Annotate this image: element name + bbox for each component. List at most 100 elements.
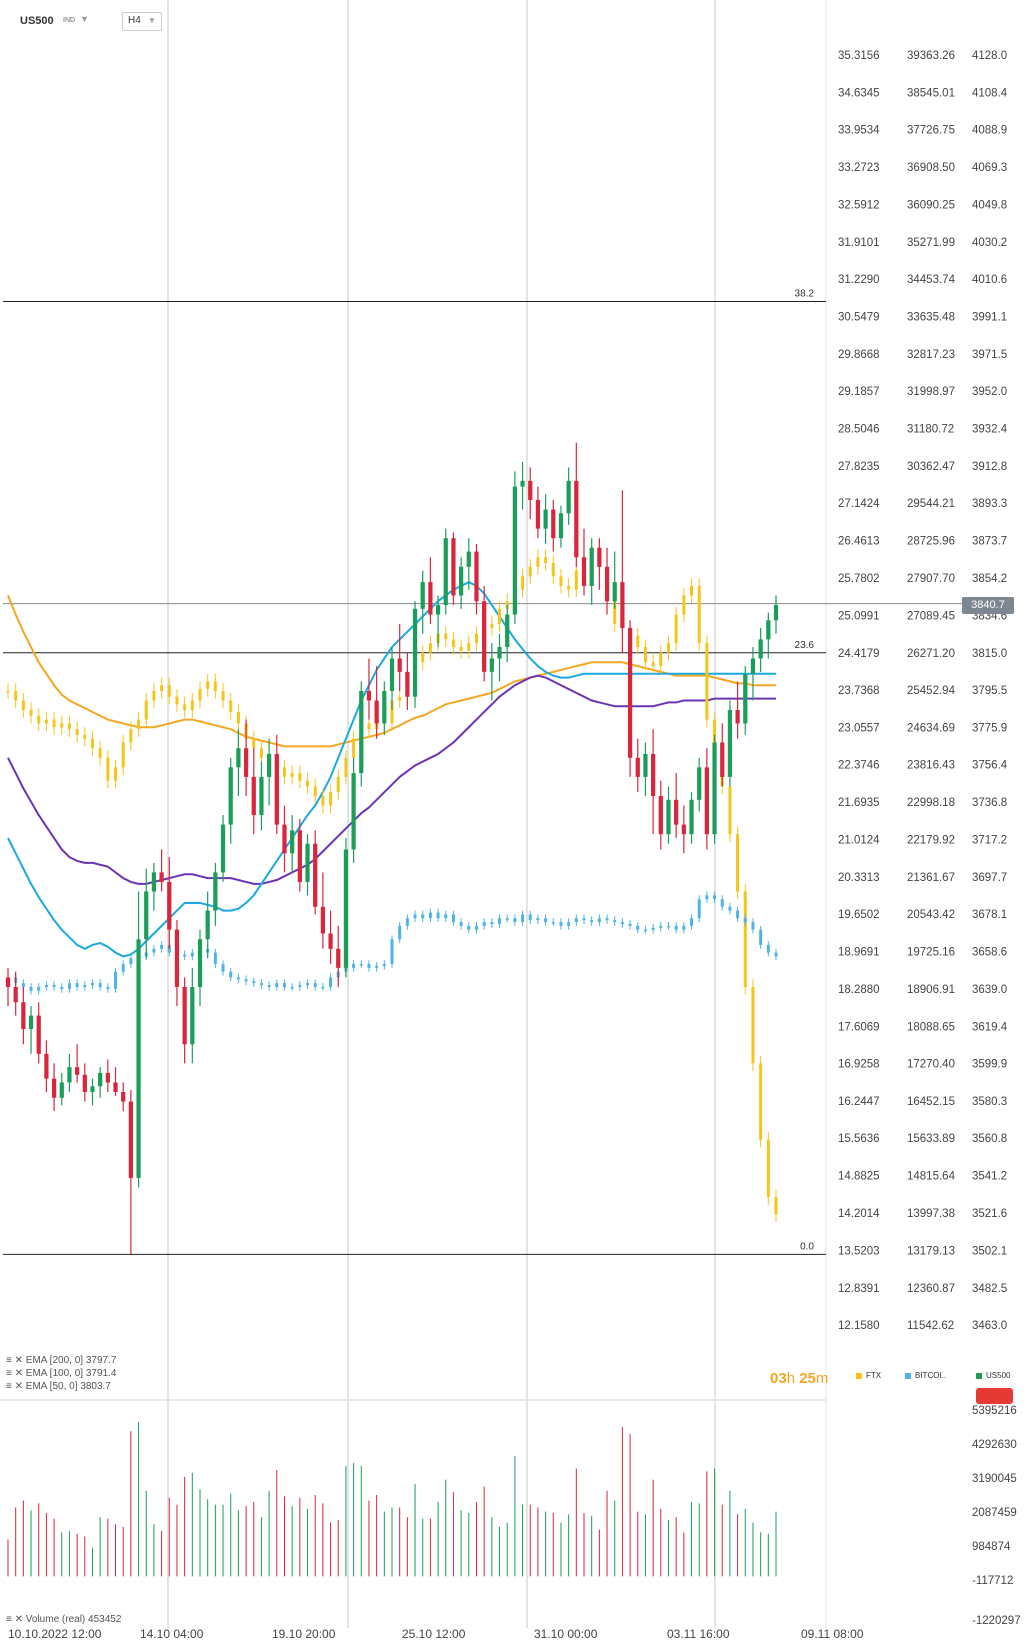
- us500-candle: [727, 710, 733, 777]
- close-series-button[interactable]: [976, 1388, 1013, 1404]
- us500-tick: 3873.7: [972, 536, 1007, 548]
- bitcoin-bar: [160, 944, 164, 949]
- ftx-tick: 31.2290: [838, 274, 880, 286]
- us500-candle: [144, 891, 149, 940]
- bitcoin-bar: [75, 983, 79, 987]
- us500-candle: [535, 499, 541, 529]
- bitcoin-tick: 20543.42: [907, 909, 955, 921]
- chevron-down-icon: ▼: [148, 16, 156, 25]
- bitcoin-bar: [451, 914, 455, 923]
- ftx-bar: [574, 570, 578, 590]
- us500-tick: 3952.0: [972, 386, 1007, 398]
- ftx-bar: [367, 723, 371, 730]
- us500-candle: [5, 977, 11, 987]
- us500-candle: [343, 849, 349, 968]
- us500-candle: [220, 824, 226, 873]
- us500-candle: [443, 538, 448, 606]
- ftx-bar: [37, 715, 41, 724]
- symbol-dropdown-icon[interactable]: ▼: [80, 14, 89, 24]
- us500-candle: [36, 1015, 41, 1054]
- ftx-tick: 21.0124: [838, 835, 880, 847]
- bitcoin-bar: [544, 918, 548, 923]
- symbol-type: IND: [63, 17, 76, 24]
- symbol-label[interactable]: US500: [20, 15, 54, 27]
- bitcoin-tick: 23816.43: [907, 760, 955, 772]
- timeframe-selector[interactable]: H4 ▼: [122, 12, 162, 31]
- bitcoin-tick: 33635.48: [907, 311, 955, 323]
- ftx-tick: 23.0557: [838, 722, 880, 734]
- us500-tick: 3482.5: [972, 1283, 1007, 1295]
- volume-tick: 4292630: [972, 1439, 1017, 1451]
- bitcoin-tick: 18088.65: [907, 1021, 955, 1033]
- us500-candle: [704, 767, 709, 835]
- bitcoin-tick: 18906.91: [907, 984, 955, 996]
- volume-legend[interactable]: ≡ ✕ Volume (real) 453452: [6, 1614, 121, 1625]
- bitcoin-bar: [221, 964, 225, 972]
- us500-candle: [59, 1082, 64, 1098]
- us500-candle: [397, 658, 402, 672]
- us500-tick: 3678.1: [972, 909, 1007, 921]
- ftx-bar: [114, 767, 118, 781]
- bitcoin-bar: [551, 922, 555, 924]
- bitcoin-tick: 39363.26: [907, 50, 955, 62]
- bitcoin-bar: [60, 986, 64, 989]
- ftx-tick: 33.9534: [838, 125, 880, 137]
- ftx-bar: [736, 834, 740, 892]
- bitcoin-bar: [474, 925, 478, 930]
- us500-candle: [75, 1067, 80, 1075]
- ftx-tick: 27.1424: [838, 498, 880, 510]
- bitcoin-tick: 36090.25: [907, 199, 955, 211]
- ftx-bar: [313, 786, 317, 796]
- legend-ftx[interactable]: FTX: [856, 1371, 881, 1380]
- bitcoin-bar: [436, 912, 440, 919]
- ftx-tick: 14.2014: [838, 1208, 880, 1220]
- ema-50-legend[interactable]: ≡ ✕ EMA [50, 0] 3803.7: [6, 1381, 111, 1392]
- volume-tick: -1220297: [972, 1615, 1021, 1627]
- us500-candle: [474, 551, 479, 602]
- ftx-tick: 26.4613: [838, 536, 880, 548]
- bitcoin-bar: [490, 922, 494, 924]
- us500-tick: 3795.5: [972, 685, 1007, 697]
- ftx-tick: 22.3746: [838, 760, 880, 772]
- ftx-bar: [183, 704, 187, 711]
- ftx-bar: [221, 690, 225, 701]
- bitcoin-bar: [659, 925, 663, 928]
- bitcoin-bar: [736, 910, 740, 919]
- ftx-tick: 33.2723: [838, 162, 880, 174]
- us500-tick: 3658.6: [972, 946, 1007, 958]
- ftx-bar: [697, 585, 701, 644]
- bitcoin-bar: [467, 925, 471, 930]
- ftx-bar: [98, 748, 102, 758]
- ftx-bar: [106, 757, 110, 781]
- volume-label: Volume (real) 453452: [25, 1614, 122, 1625]
- legend-bitcoin[interactable]: BITCOI..: [905, 1371, 946, 1380]
- ftx-tick: 21.6935: [838, 797, 880, 809]
- bitcoin-bar: [90, 983, 94, 986]
- volume-tick: 984874: [972, 1541, 1011, 1553]
- ema-100-legend[interactable]: ≡ ✕ EMA [100, 0] 3791.4: [6, 1368, 116, 1379]
- bitcoin-bar: [183, 954, 187, 957]
- us500-candle: [251, 776, 256, 816]
- legend-us500[interactable]: US500: [976, 1371, 1010, 1380]
- volume-tick: 5395216: [972, 1405, 1017, 1417]
- us500-candle: [766, 620, 771, 640]
- bitcoin-tick: 22179.92: [907, 835, 955, 847]
- bitcoin-bar: [382, 964, 386, 966]
- us500-candle: [743, 673, 748, 724]
- bitcoin-bar: [229, 971, 233, 978]
- ftx-tick: 15.5636: [838, 1133, 880, 1145]
- us500-candle: [451, 538, 456, 596]
- us500-candle: [243, 748, 249, 777]
- ema-200-legend[interactable]: ≡ ✕ EMA [200, 0] 3797.7: [6, 1355, 116, 1366]
- ftx-bar: [659, 652, 663, 667]
- us500-tick: 3599.9: [972, 1059, 1007, 1071]
- us500-tick: 3912.8: [972, 461, 1007, 473]
- bitcoin-bar: [390, 939, 394, 965]
- ftx-bar: [474, 633, 478, 644]
- us500-candle: [167, 881, 172, 930]
- bitcoin-tick: 14815.64: [907, 1171, 956, 1183]
- us500-candle: [674, 799, 679, 825]
- bitcoin-tick: 32817.23: [907, 349, 955, 361]
- timeframe-label: H4: [128, 15, 141, 26]
